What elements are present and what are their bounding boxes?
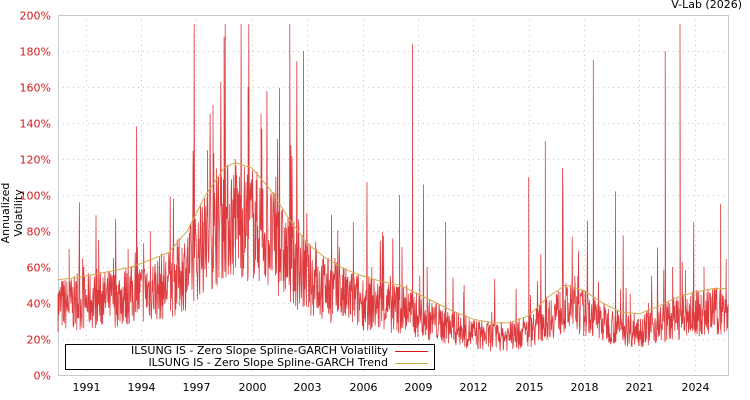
y-axis-tick-labels: 0% 20% 40% 60% 80% 100% 120% 140% 160% 180% 200% xyxy=(20,10,51,383)
x-tick-label: 2003 xyxy=(294,381,322,394)
x-tick-label: 2015 xyxy=(516,381,544,394)
x-tick-label: 2024 xyxy=(682,381,710,394)
trend-line xyxy=(57,162,727,324)
y-tick-label: 20% xyxy=(27,334,51,347)
volatility-line xyxy=(57,23,729,352)
y-tick-label: 80% xyxy=(27,226,51,239)
x-tick-label: 1994 xyxy=(128,381,156,394)
x-tick-label: 2018 xyxy=(571,381,599,394)
y-tick-label: 40% xyxy=(27,298,51,311)
y-tick-label: 0% xyxy=(34,370,51,383)
legend-item-volatility: ILSUNG IS - Zero Slope Spline-GARCH Vola… xyxy=(131,345,428,357)
x-tick-label: 2021 xyxy=(626,381,654,394)
x-tick-label: 1991 xyxy=(73,381,101,394)
x-tick-label: 2006 xyxy=(350,381,378,394)
x-tick-label: 1997 xyxy=(183,381,211,394)
chart-legend: ILSUNG IS - Zero Slope Spline-GARCH Vola… xyxy=(65,344,435,370)
legend-swatch-trend xyxy=(395,362,428,364)
y-axis-label: Annualized Volatility xyxy=(0,182,25,244)
chart-credit: V-Lab (2026) xyxy=(671,0,742,11)
legend-label: ILSUNG IS - Zero Slope Spline-GARCH Vola… xyxy=(131,344,388,357)
x-tick-label: 2012 xyxy=(460,381,488,394)
y-tick-label: 160% xyxy=(20,82,51,95)
y-tick-label: 120% xyxy=(20,154,51,167)
y-tick-label: 60% xyxy=(27,262,51,275)
y-tick-label: 200% xyxy=(20,10,51,23)
legend-swatch-volatility xyxy=(395,350,428,352)
y-tick-label: 100% xyxy=(20,190,51,203)
series-layer xyxy=(57,23,729,352)
x-tick-label: 2000 xyxy=(239,381,267,394)
legend-label: ILSUNG IS - Zero Slope Spline-GARCH Tren… xyxy=(148,356,388,369)
plot-area-border xyxy=(58,15,729,376)
y-tick-label: 140% xyxy=(20,118,51,131)
x-tick-label: 2009 xyxy=(405,381,433,394)
x-axis-tick-labels: 1991 1994 1997 2000 2003 2006 2009 2012 2015 2018… xyxy=(73,381,710,394)
y-tick-label: 180% xyxy=(20,46,51,59)
legend-item-trend: ILSUNG IS - Zero Slope Spline-GARCH Tren… xyxy=(148,357,428,369)
grid-lines xyxy=(58,15,728,375)
